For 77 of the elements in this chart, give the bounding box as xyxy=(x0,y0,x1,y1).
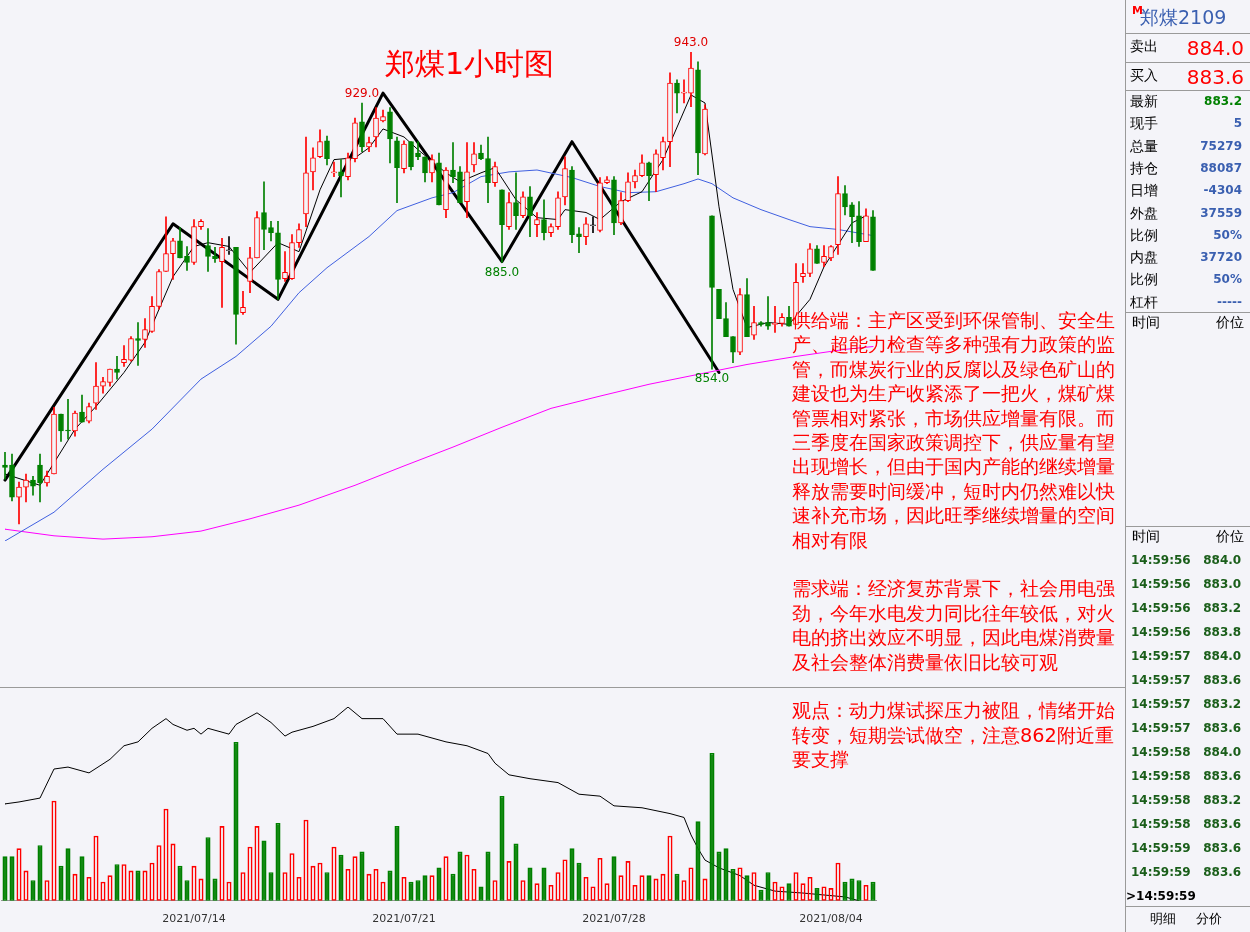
text: 最新 xyxy=(1130,93,1158,111)
candlestick xyxy=(590,216,596,234)
text: 883.2 xyxy=(1204,94,1242,108)
text: 价位 xyxy=(1216,528,1244,546)
candlestick xyxy=(513,172,519,230)
text: 14:59:57 884.0 xyxy=(1131,649,1242,663)
text: 比例 xyxy=(1130,271,1158,290)
x-tick-label: 2021/07/14 xyxy=(162,912,226,926)
text: 14:59:58 883.6 xyxy=(1131,817,1242,831)
text: 杠杆 xyxy=(1130,293,1158,312)
x-tick-label: 2021/07/21 xyxy=(372,912,436,926)
text: 14:59:59 883.6 xyxy=(1131,841,1242,855)
candlestick xyxy=(114,356,120,380)
text: 14:59:56 883.2 xyxy=(1131,601,1242,615)
text: 37720 xyxy=(1200,250,1242,265)
text: -4304 xyxy=(1203,183,1242,198)
candlestick xyxy=(121,345,127,367)
text: 内盘 xyxy=(1130,249,1158,268)
text: 价位 xyxy=(1216,314,1244,332)
text: M xyxy=(1132,4,1143,17)
candlestick xyxy=(17,481,21,525)
text: 日增 xyxy=(1130,182,1158,201)
text: 14:59:58 884.0 xyxy=(1131,745,1242,759)
text: 14:59:57 883.6 xyxy=(1131,673,1242,687)
text: 14:59:58 883.2 xyxy=(1131,793,1242,807)
text: 时间 xyxy=(1132,314,1160,332)
text: 14:59:57 883.2 xyxy=(1131,697,1242,711)
text: 14:59:59 883.6 xyxy=(1131,865,1242,879)
text: ----- xyxy=(1217,294,1242,309)
candlestick xyxy=(282,251,288,282)
text: 明细 xyxy=(1150,910,1176,928)
candlestick xyxy=(534,212,540,237)
text: 88087 xyxy=(1200,160,1242,175)
text: 现手 xyxy=(1130,115,1158,134)
annotation: 观点：动力煤试探压力被阻，情绪开始转变，短期尝试做空，注意862附近重要支撑 xyxy=(792,699,1116,773)
text: 14:59:56 884.0 xyxy=(1131,553,1242,567)
text: 929.0 xyxy=(344,86,380,101)
text: 75279 xyxy=(1200,138,1242,153)
text: >14:59:59 xyxy=(1126,889,1196,903)
x-tick-label: 2021/08/04 xyxy=(799,912,863,926)
candlestick xyxy=(681,79,687,104)
candlestick xyxy=(240,290,246,315)
candlestick xyxy=(226,236,232,255)
text: 14:59:58 883.6 xyxy=(1131,769,1242,783)
text: 884.0 xyxy=(1186,36,1244,60)
text: 比例 xyxy=(1130,226,1158,245)
text: 50% xyxy=(1213,227,1242,242)
text: 14:59:56 883.0 xyxy=(1131,577,1242,591)
candlestick xyxy=(219,238,225,308)
chart-title: 郑煤1小时图 xyxy=(385,45,555,83)
text: 需求端：经济复苏背景下，社会用电强劲，今年水电发力同比往年较低，对火电的挤出效应不明显，因此电煤消费量及社会整体消费量依旧比较可观 xyxy=(792,577,1116,676)
text: 50% xyxy=(1213,272,1242,287)
candlestick xyxy=(576,227,582,253)
text: 总量 xyxy=(1130,137,1158,156)
text: 883.6 xyxy=(1186,65,1244,89)
text: 14:59:56 883.8 xyxy=(1131,625,1242,639)
candlestick xyxy=(65,399,71,440)
text: 37559 xyxy=(1200,205,1242,220)
text: 卖出 xyxy=(1130,38,1158,56)
candlestick xyxy=(212,247,218,263)
text: 14:59:57 883.6 xyxy=(1131,721,1242,735)
text: 943.0 xyxy=(673,35,709,50)
candlestick xyxy=(2,451,8,480)
text: 买入 xyxy=(1130,67,1158,85)
text: 分价 xyxy=(1196,910,1222,928)
candlestick xyxy=(765,296,771,330)
text: 持仓 xyxy=(1130,159,1158,178)
text: 时间 xyxy=(1132,528,1160,546)
candlestick xyxy=(800,263,806,283)
text: 5 xyxy=(1233,116,1242,131)
candlestick xyxy=(450,142,456,184)
text: 885.0 xyxy=(484,264,520,279)
candlestick xyxy=(135,322,141,366)
text: 854.0 xyxy=(694,371,730,386)
x-tick-label: 2021/07/28 xyxy=(582,912,646,926)
candlestick xyxy=(331,161,337,177)
text: 外盘 xyxy=(1130,204,1158,223)
